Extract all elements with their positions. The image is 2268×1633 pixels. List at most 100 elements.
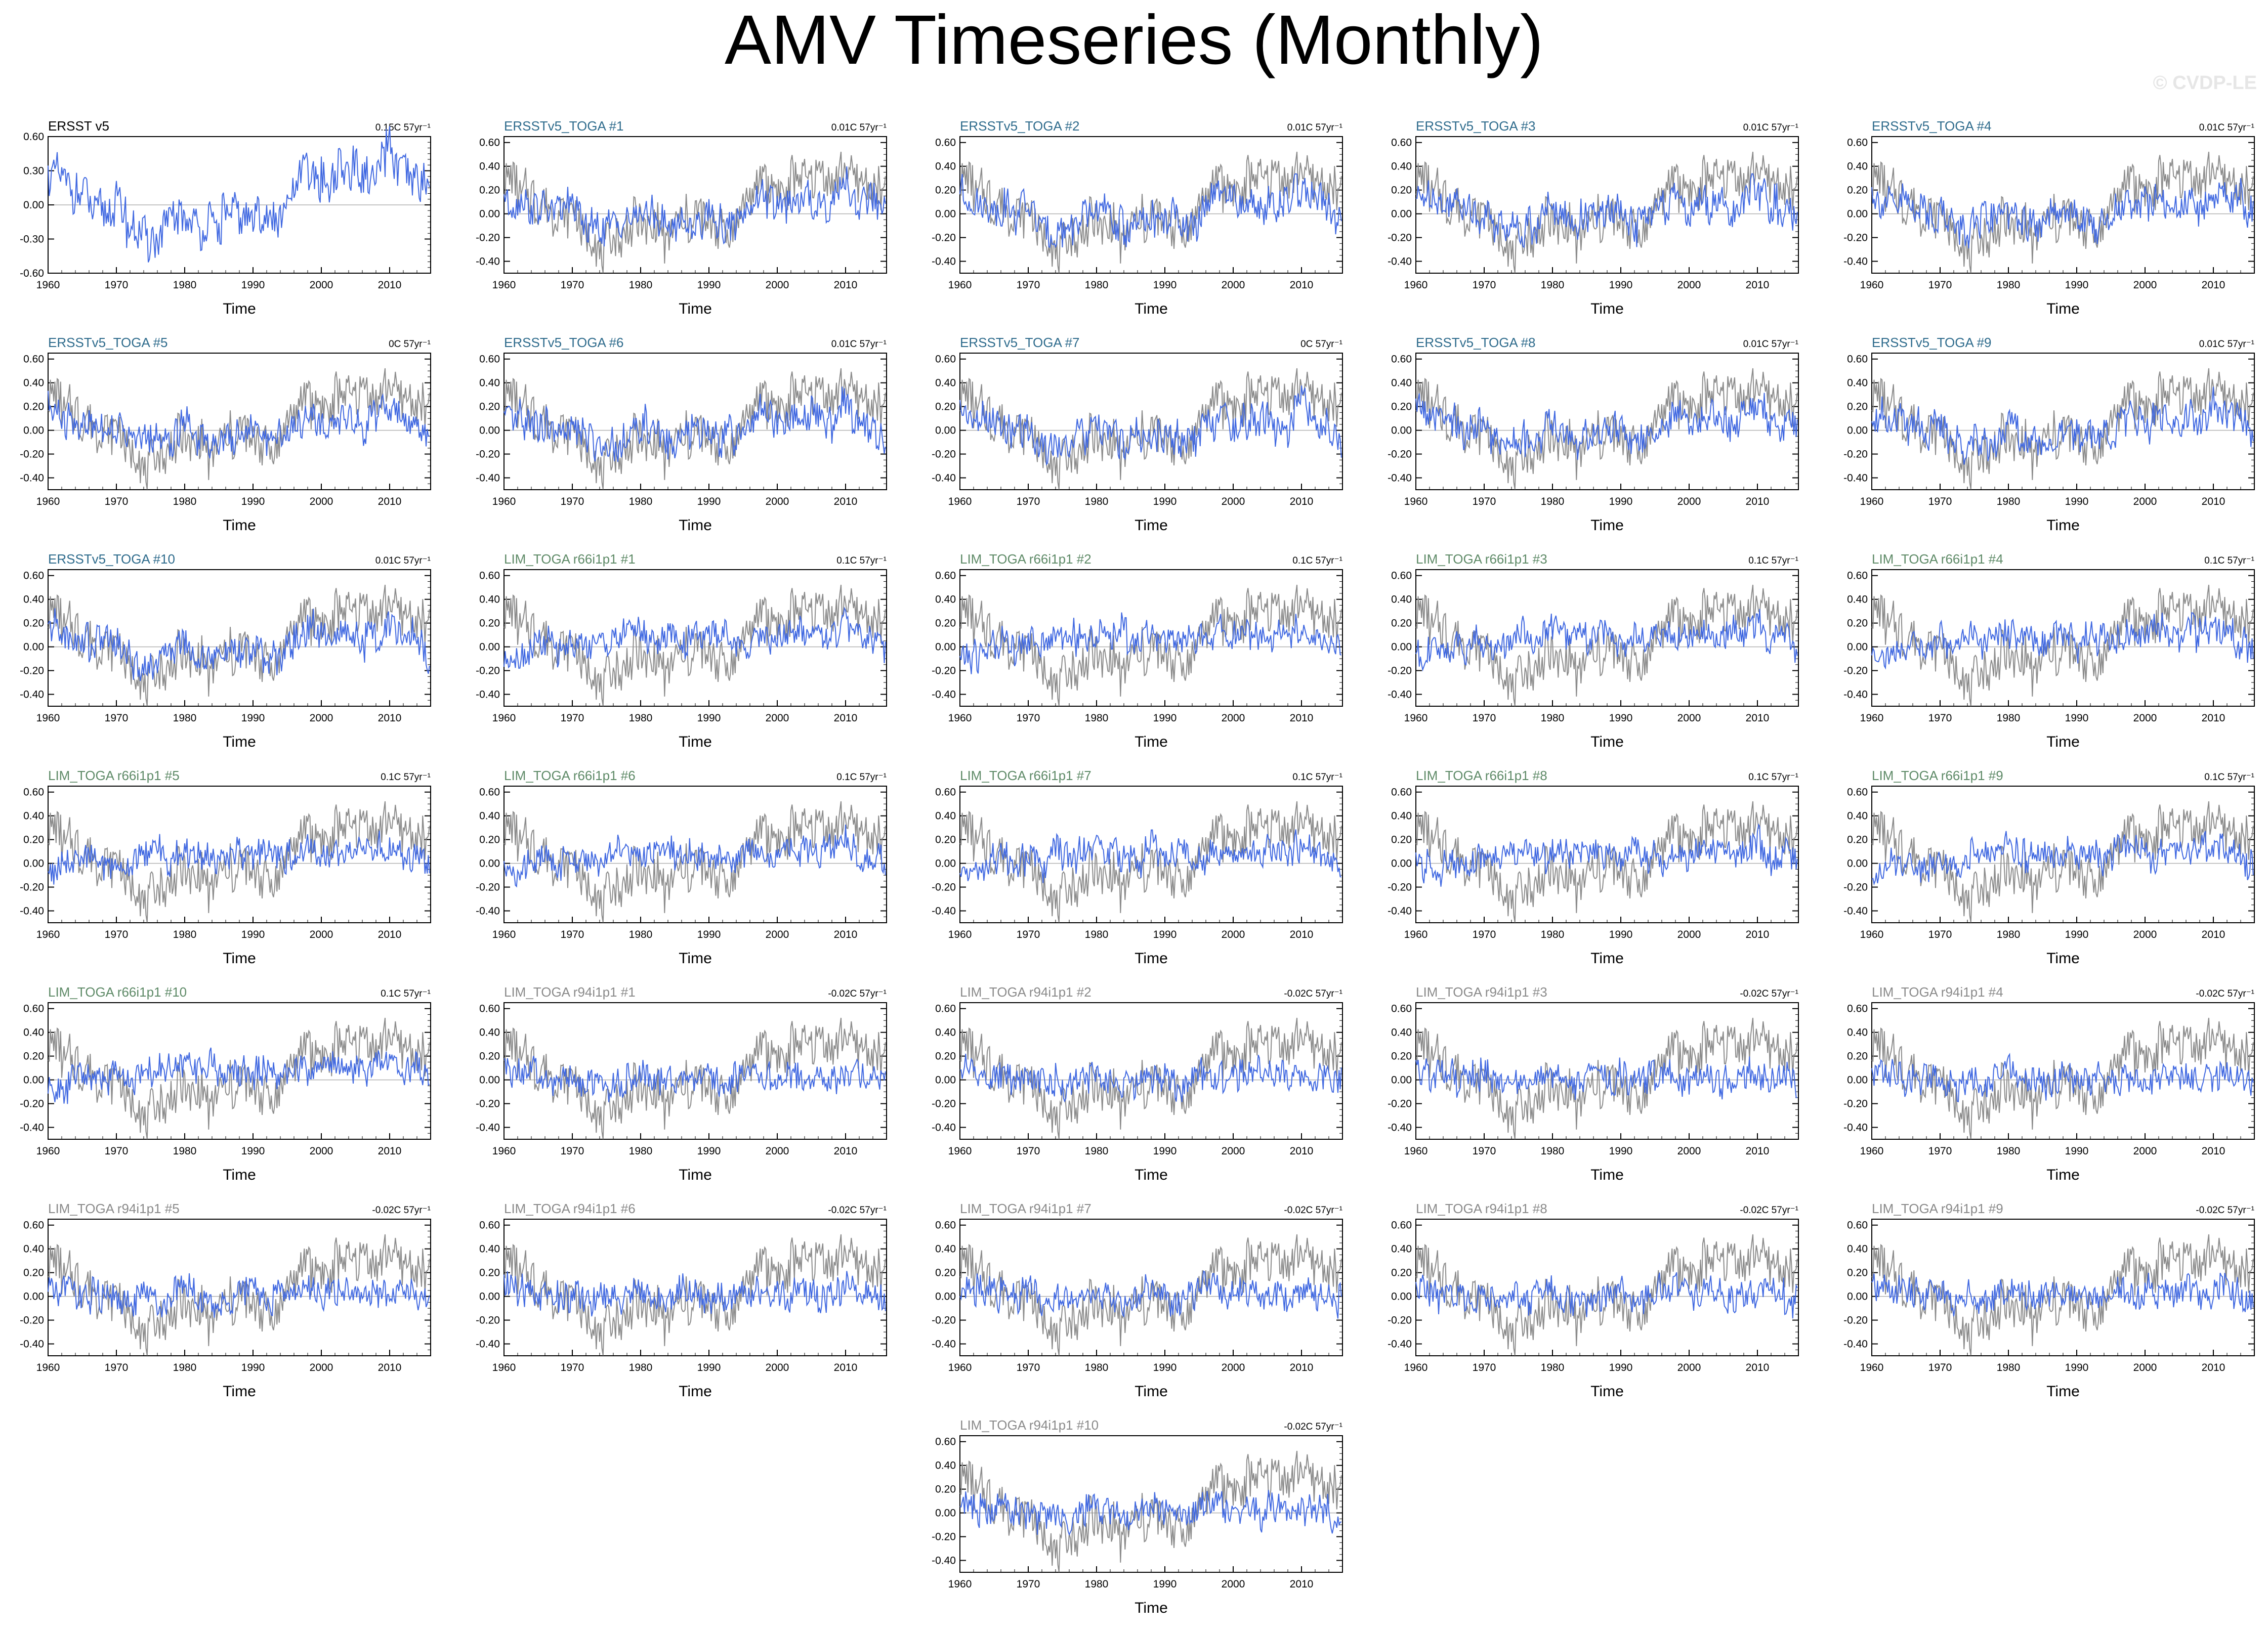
- x-tick-label: 1960: [1404, 712, 1428, 724]
- figure-title: AMV Timeseries (Monthly): [725, 1, 1543, 79]
- x-tick-label: 1990: [241, 712, 265, 724]
- x-tick-label: 1960: [1404, 1362, 1428, 1373]
- y-tick-label: 0.40: [23, 377, 44, 389]
- series-line: [1415, 609, 1798, 672]
- x-tick-label: 1960: [1860, 1362, 1884, 1373]
- x-tick-label: 2010: [378, 712, 402, 724]
- series-line: [959, 173, 1342, 248]
- y-tick-label: -0.40: [476, 906, 500, 917]
- y-tick-label: -0.20: [932, 882, 956, 893]
- x-axis-label: Time: [1590, 950, 1624, 967]
- x-tick-label: 1980: [1085, 712, 1109, 724]
- y-tick-label: 0.40: [1847, 161, 1868, 173]
- panel-title: ERSSTv5_TOGA #7: [960, 335, 1080, 350]
- x-tick-label: 2000: [2133, 712, 2157, 724]
- y-tick-label: -0.20: [20, 1098, 44, 1110]
- panel-26: LIM_TOGA r94i1p1 #5 -0.02C 57yr⁻¹ 0.60 0.40…: [20, 1201, 431, 1400]
- x-tick-label: 1990: [2065, 496, 2089, 507]
- x-tick-label: 2010: [2202, 279, 2225, 291]
- x-axis-label: Time: [2046, 1383, 2080, 1400]
- y-tick-label: 0.20: [479, 1267, 500, 1279]
- y-tick-label: 0.60: [479, 354, 500, 365]
- x-tick-label: 2010: [1290, 929, 1314, 940]
- x-tick-label: 1970: [1928, 1145, 1952, 1157]
- x-tick-label: 1990: [1609, 929, 1633, 940]
- x-tick-label: 2010: [2202, 929, 2225, 940]
- y-tick-label: 0.20: [23, 834, 44, 846]
- x-axis-label: Time: [679, 1167, 712, 1183]
- y-tick-label: 0.60: [479, 1003, 500, 1015]
- y-tick-label: 0.60: [1391, 570, 1412, 582]
- panel-title: LIM_TOGA r94i1p1 #9: [1872, 1201, 2003, 1216]
- series-line: [1415, 393, 1798, 460]
- panel-2: ERSSTv5_TOGA #1 0.01C 57yr⁻¹ 0.60 0.40 0.20 0…: [476, 118, 887, 317]
- x-tick-label: 1990: [697, 496, 721, 507]
- panel-title: ERSSTv5_TOGA #3: [1416, 118, 1536, 134]
- x-tick-label: 1970: [105, 712, 129, 724]
- panel-7: ERSSTv5_TOGA #6 0.01C 57yr⁻¹ 0.60 0.40 0.20 0…: [476, 335, 887, 534]
- y-tick-label: 0.00: [23, 199, 44, 211]
- x-tick-label: 1960: [948, 1362, 972, 1373]
- y-tick-label: 0.00: [935, 1291, 956, 1303]
- trend-label: 0.01C 57yr⁻¹: [2199, 339, 2254, 350]
- panel-title: LIM_TOGA r94i1p1 #3: [1416, 984, 1547, 1000]
- x-tick-label: 1970: [1017, 929, 1040, 940]
- x-tick-label: 1970: [1017, 1362, 1040, 1373]
- panel-17: LIM_TOGA r66i1p1 #6 0.1C 57yr⁻¹ 0.60 0.40 0.…: [476, 768, 887, 967]
- x-axis-label: Time: [223, 1383, 256, 1400]
- y-tick-label: -0.20: [932, 232, 956, 244]
- y-tick-label: -0.20: [476, 882, 500, 893]
- y-tick-label: 0.00: [1847, 208, 1868, 220]
- x-tick-label: 1960: [948, 712, 972, 724]
- panel-title: LIM_TOGA r66i1p1 #8: [1416, 768, 1547, 783]
- y-tick-label: 0.00: [1391, 208, 1412, 220]
- y-tick-label: 0.00: [23, 425, 44, 437]
- trend-label: 0.01C 57yr⁻¹: [375, 555, 431, 566]
- x-tick-label: 1980: [1085, 496, 1109, 507]
- panel-30: LIM_TOGA r94i1p1 #9 -0.02C 57yr⁻¹ 0.60 0.40…: [1843, 1201, 2255, 1400]
- y-tick-label: 0.60: [23, 787, 44, 798]
- x-tick-label: 1980: [1541, 279, 1565, 291]
- panel-title: LIM_TOGA r66i1p1 #1: [504, 551, 636, 567]
- x-axis-label: Time: [2046, 1167, 2080, 1183]
- x-tick-label: 2010: [1290, 712, 1314, 724]
- x-tick-label: 1980: [1997, 496, 2021, 507]
- x-tick-label: 1990: [241, 1145, 265, 1157]
- panel-title: LIM_TOGA r94i1p1 #6: [504, 1201, 636, 1216]
- y-tick-label: 0.20: [23, 401, 44, 413]
- y-tick-label: -0.20: [1843, 449, 1868, 460]
- y-tick-label: -0.20: [476, 449, 500, 460]
- trend-label: 0.1C 57yr⁻¹: [381, 989, 431, 999]
- x-tick-label: 2000: [1677, 496, 1701, 507]
- y-tick-label: -0.40: [1388, 689, 1412, 701]
- trend-label: 0.01C 57yr⁻¹: [1743, 122, 1798, 133]
- y-tick-label: 0.40: [1847, 377, 1868, 389]
- x-tick-label: 2000: [2133, 1362, 2157, 1373]
- y-tick-label: 0.00: [23, 858, 44, 870]
- x-axis-label: Time: [223, 300, 256, 317]
- y-tick-label: 0.00: [1391, 858, 1412, 870]
- y-tick-label: -0.30: [20, 234, 44, 245]
- y-tick-label: 0.00: [1847, 1291, 1868, 1303]
- x-axis-label: Time: [2046, 950, 2080, 967]
- x-tick-label: 2010: [1290, 1578, 1314, 1590]
- x-axis-label: Time: [1590, 734, 1624, 750]
- series-line: [1415, 823, 1798, 887]
- x-tick-label: 2010: [834, 712, 858, 724]
- x-tick-label: 1970: [561, 1145, 584, 1157]
- panel-title: LIM_TOGA r94i1p1 #2: [960, 984, 1091, 1000]
- observed-series-line: [48, 368, 430, 490]
- x-tick-label: 2010: [1746, 929, 1770, 940]
- x-tick-label: 1960: [1404, 496, 1428, 507]
- x-tick-label: 2000: [766, 1362, 789, 1373]
- y-tick-label: 0.20: [479, 185, 500, 196]
- x-tick-label: 2000: [766, 712, 789, 724]
- x-tick-label: 2010: [1746, 496, 1770, 507]
- x-tick-label: 1970: [1017, 1145, 1040, 1157]
- y-tick-label: -0.40: [476, 689, 500, 701]
- y-tick-label: -0.40: [1388, 256, 1412, 268]
- panel-title: ERSSTv5_TOGA #1: [504, 118, 624, 134]
- y-tick-label: 0.60: [23, 570, 44, 582]
- x-tick-label: 1960: [492, 712, 516, 724]
- series-line: [503, 386, 886, 462]
